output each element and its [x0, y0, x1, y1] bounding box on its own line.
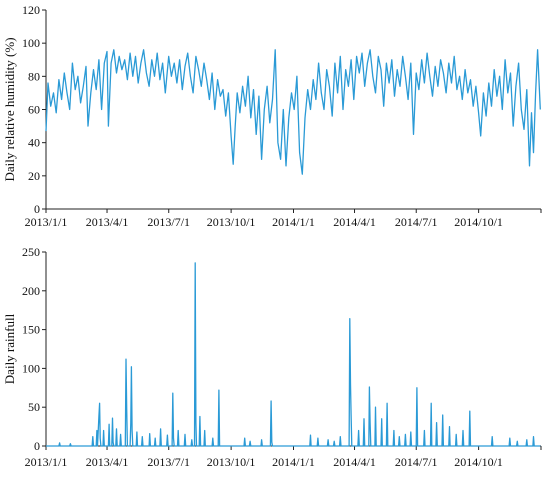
- x-tick-label: 2013/7/1: [147, 215, 190, 229]
- x-tick-label: 2014/1/1: [272, 455, 315, 469]
- y-tick-label: 150: [22, 323, 40, 337]
- y-axis-title: Daily relative humidity (%): [2, 37, 17, 181]
- series-line: [45, 49, 541, 175]
- y-tick-label: 50: [28, 400, 40, 414]
- x-tick-label: 2014/10/1: [454, 215, 503, 229]
- y-tick-label: 60: [28, 103, 40, 117]
- y-tick-label: 40: [28, 136, 40, 150]
- x-tick-label: 2013/1/1: [25, 215, 68, 229]
- y-tick-label: 0: [34, 202, 40, 216]
- y-axis-title: Daily rainfull: [2, 313, 17, 384]
- y-tick-label: 20: [28, 169, 40, 183]
- series-line: [46, 262, 541, 447]
- x-tick-label: 2013/10/1: [207, 455, 256, 469]
- x-tick-label: 2013/7/1: [147, 455, 190, 469]
- y-tick-label: 100: [22, 36, 40, 50]
- y-tick-label: 120: [22, 3, 40, 17]
- x-tick-label: 2014/10/1: [454, 455, 503, 469]
- x-tick-label: 2013/4/1: [86, 455, 129, 469]
- x-tick-label: 2014/7/1: [395, 215, 438, 229]
- y-tick-label: 250: [22, 245, 40, 259]
- x-tick-label: 2014/7/1: [395, 455, 438, 469]
- y-tick-label: 100: [22, 361, 40, 375]
- rainfall-chart: 0 50 100 150 200 250 2013/1/1 2013/4/1 2013/7/1 2…: [2, 245, 542, 469]
- y-tick-label: 80: [28, 69, 40, 83]
- y-tick-label: 0: [34, 439, 40, 453]
- x-tick-label: 2013/1/1: [25, 455, 68, 469]
- x-tick-label: 2014/1/1: [272, 215, 315, 229]
- humidity-chart: 0 20 40 60 80 100 120 2013/1/1 2013/4/1 2013/7/1 2…: [2, 3, 542, 229]
- x-tick-label: 2013/4/1: [86, 215, 129, 229]
- x-tick-label: 2014/4/1: [333, 215, 376, 229]
- x-tick-label: 2013/10/1: [207, 215, 256, 229]
- x-tick-label: 2014/4/1: [333, 455, 376, 469]
- y-tick-label: 200: [22, 284, 40, 298]
